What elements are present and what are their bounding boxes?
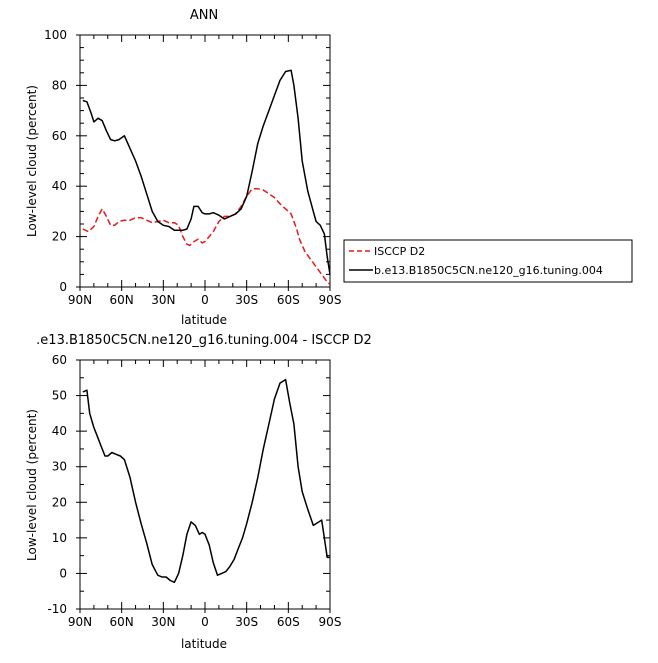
legend-label-model: b.e13.B1850C5CN.ne120_g16.tuning.004 <box>374 264 603 277</box>
x-tick-label: 30N <box>151 293 175 307</box>
y-tick-label: 0 <box>59 566 67 580</box>
x-tick-label: 60N <box>110 615 134 629</box>
y-tick-label: 40 <box>52 179 67 193</box>
x-tick-label: 30S <box>235 293 258 307</box>
y-tick-label: 40 <box>52 424 67 438</box>
series-lines <box>82 69 331 286</box>
x-axis: 90N 60N 30N 0 30S 60S 90S <box>68 360 342 629</box>
x-tick-label: 90S <box>319 615 342 629</box>
x-tick-label: 60S <box>277 293 300 307</box>
y-tick-label: 60 <box>52 353 67 367</box>
plot-frame <box>79 34 331 288</box>
x-tick-label: 0 <box>201 615 209 629</box>
y-axis: -10 0 10 20 30 40 50 60 <box>47 353 330 616</box>
x-tick-label: 0 <box>201 293 209 307</box>
y-axis-label: Low-level cloud (percent) <box>25 409 39 561</box>
plot-frame <box>79 359 331 610</box>
x-axis: 90N 60N 30N 0 30S 60S 90S <box>68 35 342 307</box>
x-tick-label: 60S <box>277 615 300 629</box>
legend-box <box>343 239 633 283</box>
y-tick-label: 0 <box>59 280 67 294</box>
legend: ISCCP D2 b.e13.B1850C5CN.ne120_g16.tunin… <box>343 239 633 283</box>
x-axis-label: latitude <box>181 637 227 651</box>
x-tick-label: 90N <box>68 293 92 307</box>
x-tick-label: 30N <box>151 615 175 629</box>
y-tick-label: 80 <box>52 78 67 92</box>
series-line-model <box>82 69 331 275</box>
y-tick-label: 20 <box>52 230 67 244</box>
y-tick-label: 20 <box>52 495 67 509</box>
chart-title: .e13.B1850C5CN.ne120_g16.tuning.004 - IS… <box>36 333 372 348</box>
panel-difference: .e13.B1850C5CN.ne120_g16.tuning.004 - IS… <box>25 333 372 651</box>
x-tick-label: 30S <box>235 615 258 629</box>
y-tick-label: -10 <box>47 602 67 616</box>
legend-label-isccp: ISCCP D2 <box>374 245 425 258</box>
series-lines <box>82 378 330 584</box>
x-tick-label: 60N <box>110 293 134 307</box>
x-axis-label: latitude <box>181 313 227 327</box>
panel-annual-mean: ANN 90N 60N 30N 0 30S 60S 90S 0 20 40 60 80 100 lat… <box>25 8 633 327</box>
series-line-isccp <box>82 187 331 286</box>
x-tick-label: 90S <box>319 293 342 307</box>
y-tick-label: 100 <box>44 28 67 42</box>
chart-title: ANN <box>190 8 218 23</box>
series-line-difference <box>82 378 330 584</box>
x-tick-label: 90N <box>68 615 92 629</box>
y-tick-label: 50 <box>52 389 67 403</box>
y-tick-label: 60 <box>52 129 67 143</box>
y-tick-label: 30 <box>52 460 67 474</box>
y-axis-label: Low-level cloud (percent) <box>25 85 39 237</box>
y-axis: 0 20 40 60 80 100 <box>44 28 330 294</box>
y-tick-label: 10 <box>52 531 67 545</box>
